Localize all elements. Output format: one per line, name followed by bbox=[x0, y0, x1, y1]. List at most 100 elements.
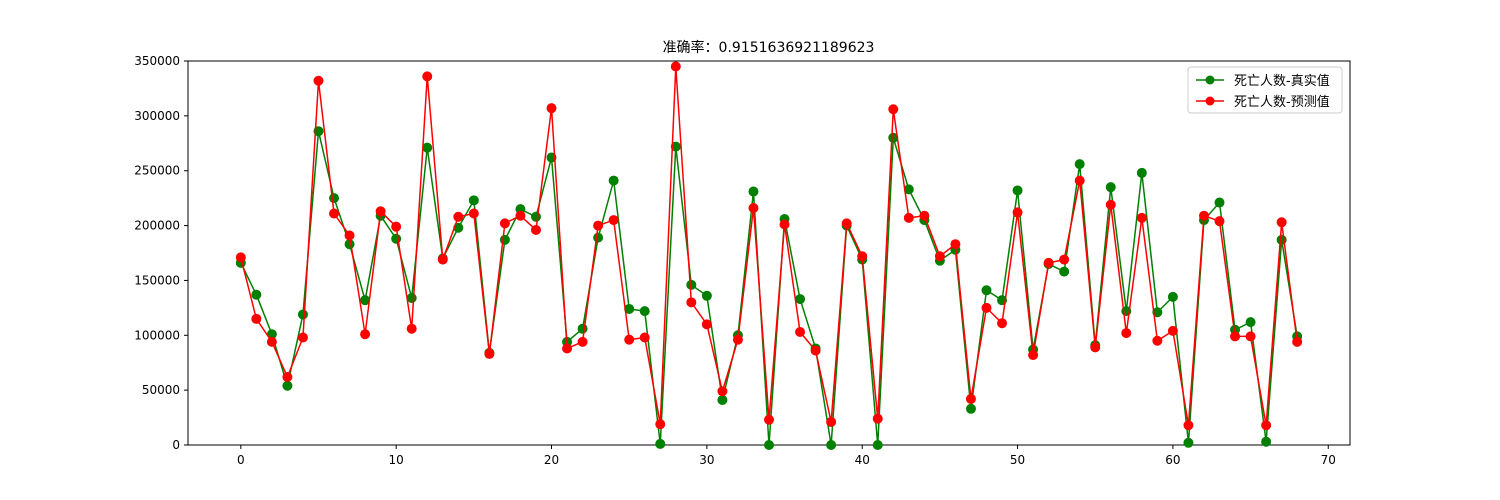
data-point bbox=[701, 290, 712, 301]
data-point bbox=[810, 345, 821, 356]
data-point bbox=[468, 195, 479, 206]
data-point bbox=[1261, 436, 1272, 447]
data-point bbox=[919, 210, 930, 221]
data-point bbox=[360, 329, 371, 340]
data-point bbox=[670, 61, 681, 72]
data-point bbox=[1105, 182, 1116, 193]
data-point bbox=[950, 239, 961, 250]
data-point bbox=[406, 292, 417, 303]
y-tick-label: 0 bbox=[172, 438, 180, 452]
data-point bbox=[1292, 336, 1303, 347]
data-point bbox=[266, 336, 277, 347]
data-point bbox=[375, 206, 386, 217]
data-point bbox=[795, 294, 806, 305]
y-tick-label: 200000 bbox=[134, 219, 180, 233]
data-point bbox=[515, 210, 526, 221]
data-point bbox=[1090, 342, 1101, 353]
data-point bbox=[608, 175, 619, 186]
x-tick-label: 50 bbox=[1010, 453, 1025, 467]
data-point bbox=[1214, 216, 1225, 227]
data-point bbox=[329, 208, 340, 219]
data-point bbox=[1183, 420, 1194, 431]
data-point bbox=[546, 103, 557, 114]
data-point bbox=[826, 416, 837, 427]
x-tick-label: 10 bbox=[389, 453, 404, 467]
data-point bbox=[608, 215, 619, 226]
data-point bbox=[546, 152, 557, 163]
axes-frame bbox=[187, 60, 1351, 446]
data-point bbox=[717, 386, 728, 397]
data-point bbox=[344, 230, 355, 241]
data-point bbox=[1214, 197, 1225, 208]
data-point bbox=[251, 313, 262, 324]
x-tick-label: 30 bbox=[699, 453, 714, 467]
data-point bbox=[422, 71, 433, 82]
data-point bbox=[857, 251, 868, 262]
data-point bbox=[1059, 254, 1070, 265]
data-point bbox=[577, 323, 588, 334]
data-point bbox=[1152, 335, 1163, 346]
data-point bbox=[282, 371, 293, 382]
y-tick-label: 100000 bbox=[134, 328, 180, 342]
data-point bbox=[1121, 328, 1132, 339]
data-point bbox=[717, 395, 728, 406]
data-point bbox=[701, 319, 712, 330]
chart-title: 准确率：0.9151636921189623 bbox=[663, 39, 875, 56]
data-point bbox=[764, 440, 774, 450]
data-point bbox=[655, 438, 666, 449]
data-point bbox=[422, 142, 433, 153]
data-point bbox=[577, 336, 588, 347]
data-point bbox=[779, 219, 790, 230]
data-point bbox=[1167, 325, 1178, 336]
legend-marker bbox=[1205, 96, 1215, 106]
data-point bbox=[297, 309, 308, 320]
y-tick-label: 300000 bbox=[134, 109, 180, 123]
data-point bbox=[1059, 266, 1070, 277]
data-point bbox=[1198, 210, 1209, 221]
x-tick-label: 20 bbox=[544, 453, 559, 467]
data-point bbox=[1136, 167, 1147, 178]
data-point bbox=[1245, 317, 1256, 328]
y-tick-label: 250000 bbox=[134, 164, 180, 178]
data-point bbox=[1043, 257, 1054, 268]
series-0 bbox=[235, 126, 1303, 450]
x-tick-label: 70 bbox=[1321, 453, 1336, 467]
data-point bbox=[530, 224, 541, 235]
data-point bbox=[1012, 207, 1023, 218]
data-point bbox=[903, 212, 914, 223]
data-point bbox=[499, 234, 510, 245]
data-point bbox=[329, 193, 340, 204]
legend-entry: 死亡人数-预测值 bbox=[1234, 94, 1330, 110]
x-tick-label: 0 bbox=[237, 453, 245, 467]
data-point bbox=[639, 306, 650, 317]
data-point bbox=[795, 326, 806, 337]
data-point bbox=[934, 251, 945, 262]
data-point bbox=[981, 302, 992, 313]
data-point bbox=[1074, 159, 1085, 170]
series-1 bbox=[235, 61, 1303, 431]
data-point bbox=[748, 203, 759, 214]
legend-entry: 死亡人数-真实值 bbox=[1234, 73, 1330, 89]
y-tick-label: 50000 bbox=[142, 383, 180, 397]
data-point bbox=[1276, 217, 1287, 228]
data-point bbox=[391, 221, 402, 232]
data-point bbox=[981, 285, 992, 296]
data-point bbox=[965, 393, 976, 404]
x-tick-label: 40 bbox=[855, 453, 870, 467]
data-point bbox=[313, 75, 324, 86]
data-point bbox=[499, 218, 510, 229]
legend-box bbox=[1187, 66, 1343, 114]
plot-area: 0 10 20 30 40 50 60 70 0 50000 100000 150000 200000 2… bbox=[134, 54, 1351, 467]
data-point bbox=[639, 332, 650, 343]
data-point bbox=[1028, 350, 1039, 361]
data-point bbox=[391, 233, 402, 244]
data-point bbox=[468, 208, 479, 219]
data-point bbox=[748, 186, 759, 197]
data-point bbox=[826, 440, 837, 450]
data-point bbox=[1183, 437, 1194, 448]
data-point bbox=[997, 318, 1008, 329]
data-point bbox=[282, 380, 293, 391]
data-point bbox=[732, 334, 743, 345]
